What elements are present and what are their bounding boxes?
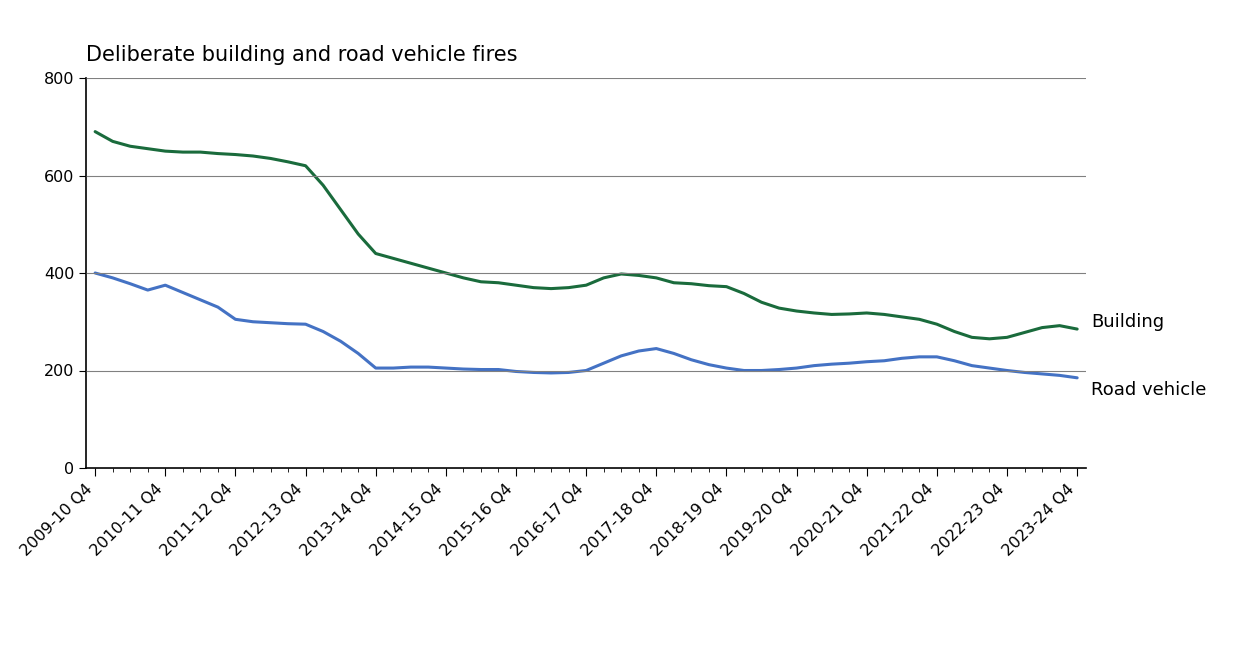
Text: Road vehicle: Road vehicle: [1091, 381, 1207, 399]
Text: Building: Building: [1091, 313, 1165, 331]
Text: Deliberate building and road vehicle fires: Deliberate building and road vehicle fir…: [86, 46, 518, 66]
